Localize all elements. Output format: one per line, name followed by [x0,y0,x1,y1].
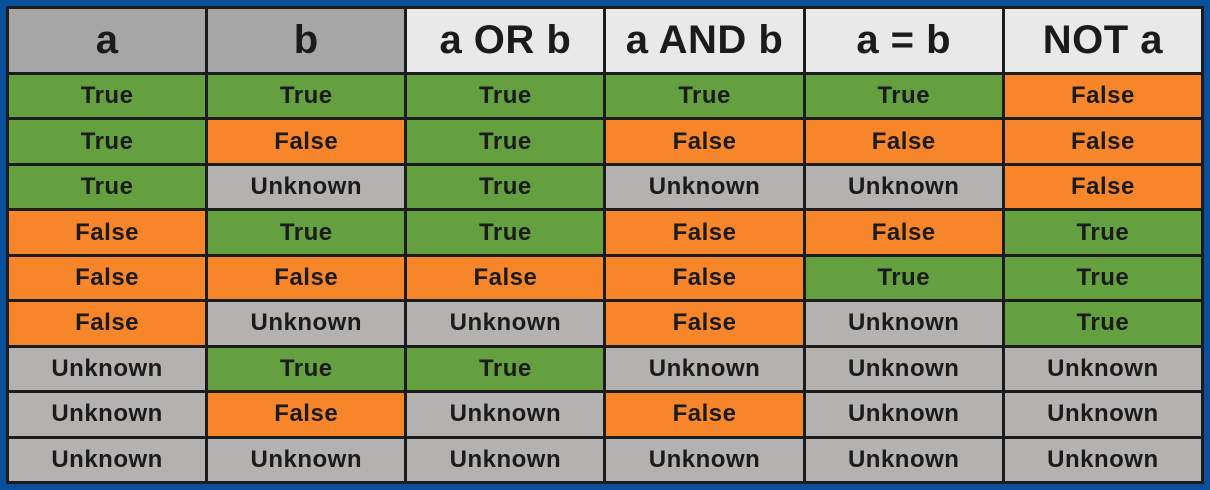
cell-a-and-b: True [603,71,806,121]
cell-b: False [205,117,408,166]
table-row: True False True False False False [5,117,1205,166]
cell-a-or-b: True [404,117,607,166]
cell-b: True [205,344,408,394]
cell-a: True [5,71,209,121]
cell-a-and-b: False [603,117,806,166]
cell-a: False [5,299,209,348]
cell-b: False [205,253,408,303]
header-row: a b a OR b a AND b a = b NOT a [5,6,1205,75]
cell-b: Unknown [205,162,408,212]
cell-a-or-b: True [404,344,607,394]
cell-a-equals-b: Unknown [802,299,1005,348]
header-a-or-b: a OR b [404,6,607,75]
cell-a: Unknown [5,390,209,439]
header-b: b [205,6,408,75]
cell-a: False [5,253,209,303]
cell-a-or-b: Unknown [404,435,607,484]
table-row: True Unknown True Unknown Unknown False [5,162,1205,212]
cell-a-equals-b: True [802,253,1005,303]
cell-a-and-b: Unknown [603,435,806,484]
cell-a-and-b: False [603,208,806,257]
truth-table-header: a b a OR b a AND b a = b NOT a [5,6,1205,75]
cell-a: Unknown [5,344,209,394]
cell-a-equals-b: False [802,117,1005,166]
cell-not-a: True [1001,299,1205,348]
cell-a-or-b: True [404,71,607,121]
cell-a: True [5,162,209,212]
cell-b: True [205,208,408,257]
cell-a-equals-b: False [802,208,1005,257]
header-a-equals-b: a = b [802,6,1005,75]
cell-not-a: Unknown [1001,344,1205,394]
header-a-and-b: a AND b [603,6,806,75]
cell-a-or-b: Unknown [404,299,607,348]
cell-a: True [5,117,209,166]
cell-a-or-b: False [404,253,607,303]
cell-a-and-b: Unknown [603,162,806,212]
table-row: False False False False True True [5,253,1205,303]
cell-not-a: Unknown [1001,435,1205,484]
cell-a: False [5,208,209,257]
header-a: a [5,6,209,75]
cell-a-and-b: False [603,253,806,303]
cell-a: Unknown [5,435,209,484]
cell-a-and-b: False [603,390,806,439]
header-not-a: NOT a [1001,6,1205,75]
table-row: Unknown Unknown Unknown Unknown Unknown … [5,435,1205,484]
cell-not-a: True [1001,253,1205,303]
truth-table-body: True True True True True False True Fals… [5,71,1205,484]
cell-b: True [205,71,408,121]
table-row: Unknown True True Unknown Unknown Unknow… [5,344,1205,394]
cell-a-or-b: Unknown [404,390,607,439]
cell-a-and-b: False [603,299,806,348]
cell-not-a: Unknown [1001,390,1205,439]
cell-a-equals-b: True [802,71,1005,121]
truth-table: a b a OR b a AND b a = b NOT a True True… [5,6,1205,484]
cell-a-equals-b: Unknown [802,162,1005,212]
table-row: False Unknown Unknown False Unknown True [5,299,1205,348]
cell-not-a: False [1001,71,1205,121]
cell-b: Unknown [205,299,408,348]
cell-not-a: False [1001,117,1205,166]
table-row: Unknown False Unknown False Unknown Unkn… [5,390,1205,439]
cell-a-equals-b: Unknown [802,390,1005,439]
cell-b: Unknown [205,435,408,484]
cell-a-equals-b: Unknown [802,435,1005,484]
cell-a-equals-b: Unknown [802,344,1005,394]
cell-b: False [205,390,408,439]
cell-not-a: True [1001,208,1205,257]
cell-a-and-b: Unknown [603,344,806,394]
table-row: False True True False False True [5,208,1205,257]
cell-a-or-b: True [404,208,607,257]
cell-a-or-b: True [404,162,607,212]
cell-not-a: False [1001,162,1205,212]
table-row: True True True True True False [5,71,1205,121]
